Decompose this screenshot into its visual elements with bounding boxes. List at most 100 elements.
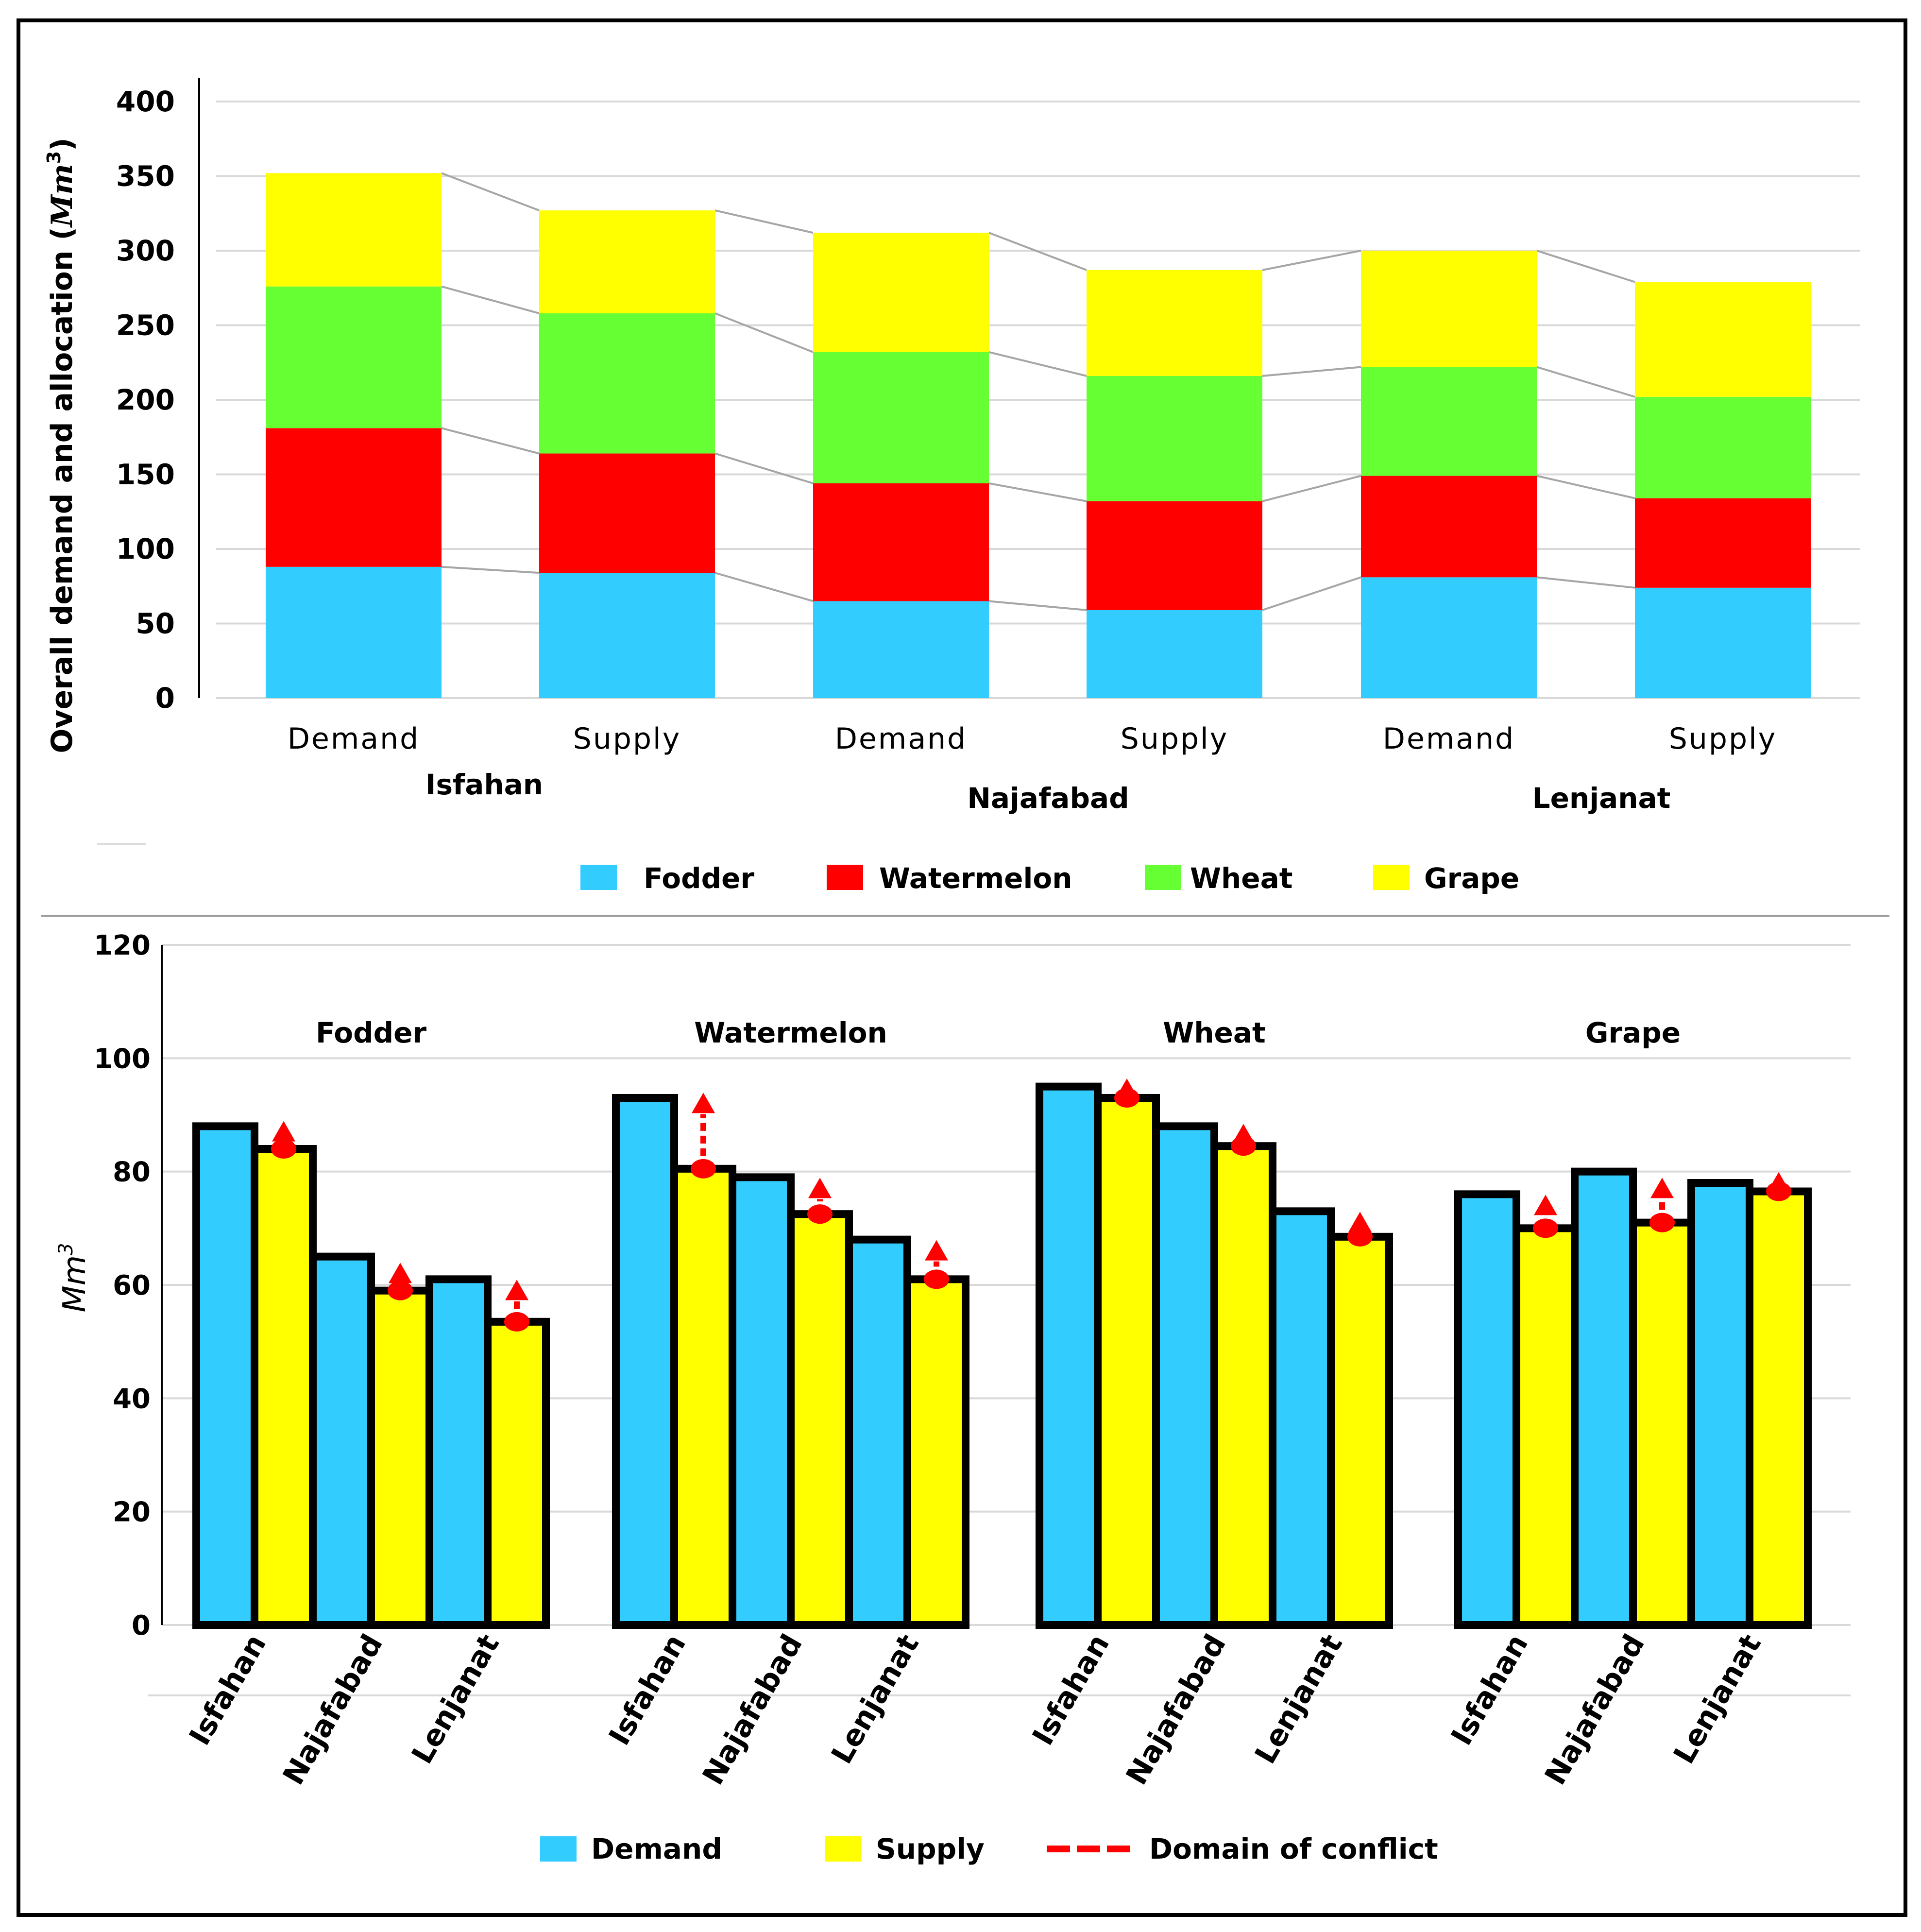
region-label-lenjanat: Lenjanat — [1532, 782, 1671, 815]
stacked-demand-supply-chart: 0 50 100 150 200 250 300 350 400 Overall demand … — [43, 78, 1860, 895]
demand-bar-wheat-najafabad — [1152, 1122, 1218, 1629]
legend-swatch-demand — [540, 1836, 577, 1862]
legend-swatch-supply — [825, 1836, 861, 1862]
conflict-dot-fodder-najafabad — [388, 1281, 413, 1300]
supply-bar-wheat-lenjanat — [1327, 1232, 1393, 1629]
conflict-dot-wheat-lenjanat — [1347, 1227, 1373, 1247]
top-legend: Fodder Watermelon Wheat Grape — [580, 862, 1519, 895]
top-y-tick-150: 150 — [116, 458, 175, 491]
top-y-tick-350: 350 — [116, 160, 175, 193]
conflict-markers — [271, 1078, 1791, 1332]
top-region-labels: Isfahan Najafabad Lenjanat — [425, 768, 1670, 815]
connector-grape-4 — [1536, 250, 1635, 283]
bar-grape-supply-3 — [1087, 270, 1262, 376]
connector-fodder-1 — [714, 572, 814, 602]
conflict-dot-watermelon-isfahan — [691, 1159, 716, 1179]
connector-grape-3 — [1262, 250, 1361, 271]
legend-swatch-grape — [1373, 865, 1410, 890]
bar-fodder-supply-3 — [1087, 610, 1262, 698]
top-y-tick-300: 300 — [116, 234, 175, 267]
conflict-arrow-grape-isfahan — [1534, 1195, 1557, 1215]
region-label-isfahan: Isfahan — [425, 768, 543, 801]
bottom-y-tick-60: 60 — [113, 1270, 151, 1301]
top-y-tick-200: 200 — [116, 383, 175, 416]
connector-watermelon-2 — [988, 482, 1087, 502]
top-y-tick-400: 400 — [116, 85, 175, 118]
legend-label-fodder: Fodder — [644, 862, 754, 895]
top-stacked-bars — [266, 173, 1811, 698]
bottom-y-tick-0: 0 — [132, 1610, 151, 1641]
connector-wheat-0 — [441, 285, 540, 314]
bar-watermelon-demand-2 — [813, 483, 989, 601]
top-x-label-4: Demand — [1383, 722, 1515, 756]
panel-title-grape: Grape — [1585, 1016, 1681, 1049]
panel-title-watermelon: Watermelon — [694, 1016, 887, 1049]
top-y-axis-label: Overall demand and allocation (Mm3) — [43, 137, 79, 753]
bar-wheat-supply-5 — [1635, 396, 1811, 498]
supply-bar-wheat-isfahan — [1094, 1094, 1160, 1629]
conflict-arrow-watermelon-isfahan — [692, 1093, 715, 1113]
top-y-tick-50: 50 — [136, 607, 175, 640]
bottom-bars — [192, 1082, 1812, 1629]
top-x-label-3: Supply — [1121, 722, 1228, 756]
bar-wheat-demand-2 — [813, 352, 989, 483]
demand-bar-fodder-isfahan — [192, 1122, 258, 1629]
bar-watermelon-supply-3 — [1087, 501, 1262, 610]
bar-watermelon-demand-0 — [266, 428, 442, 567]
top-connector-lines — [441, 172, 1635, 611]
connector-grape-2 — [988, 232, 1087, 271]
conflict-arrow-grape-najafabad — [1650, 1178, 1674, 1198]
bottom-y-tick-20: 20 — [113, 1497, 151, 1528]
bottom-y-tick-100: 100 — [94, 1043, 151, 1075]
connector-wheat-2 — [988, 351, 1087, 377]
connector-watermelon-4 — [1536, 475, 1635, 499]
legend-swatch-watermelon — [827, 865, 863, 890]
bottom-y-tick-120: 120 — [94, 930, 151, 961]
supply-bar-wheat-najafabad — [1210, 1142, 1276, 1629]
bar-fodder-supply-5 — [1635, 587, 1811, 698]
demand-bar-watermelon-najafabad — [729, 1173, 795, 1629]
supply-bar-fodder-lenjanat — [484, 1317, 550, 1629]
panel-title-wheat: Wheat — [1163, 1016, 1265, 1049]
conflict-dot-watermelon-najafabad — [807, 1204, 833, 1224]
legend-swatch-wheat — [1145, 865, 1181, 890]
demand-bar-watermelon-isfahan — [612, 1094, 678, 1629]
top-x-label-5: Supply — [1669, 722, 1777, 756]
legend-label-conflict: Domain of conflict — [1149, 1832, 1438, 1865]
demand-bar-grape-najafabad — [1571, 1167, 1637, 1629]
conflict-dot-fodder-isfahan — [271, 1139, 296, 1159]
demand-bar-wheat-lenjanat — [1269, 1207, 1335, 1629]
bottom-y-tick-40: 40 — [113, 1383, 151, 1415]
panel-title-fodder: Fodder — [316, 1016, 426, 1049]
connector-wheat-3 — [1262, 366, 1361, 377]
connector-wheat-4 — [1536, 366, 1635, 398]
demand-bar-fodder-lenjanat — [425, 1275, 492, 1629]
bar-grape-demand-0 — [266, 173, 442, 287]
conflict-dot-wheat-najafabad — [1231, 1136, 1256, 1156]
top-x-label-0: Demand — [288, 722, 420, 756]
top-y-tick-labels: 0 50 100 150 200 250 300 350 400 — [116, 85, 175, 715]
connector-wheat-1 — [714, 312, 814, 353]
bottom-y-tick-labels: 0 20 40 60 80 100 120 — [94, 930, 151, 1641]
conflict-arrow-fodder-lenjanat — [505, 1280, 528, 1300]
conflict-arrow-fodder-najafabad — [389, 1263, 412, 1283]
conflict-arrow-fodder-isfahan — [272, 1121, 295, 1142]
bar-wheat-supply-1 — [539, 313, 715, 454]
supply-bar-grape-isfahan — [1513, 1224, 1579, 1629]
legend-label-grape: Grape — [1424, 862, 1519, 895]
bar-watermelon-demand-4 — [1361, 476, 1537, 578]
top-x-label-2: Demand — [835, 722, 967, 756]
region-label-najafabad: Najafabad — [967, 782, 1129, 815]
bar-fodder-supply-1 — [539, 573, 715, 698]
supply-bar-watermelon-najafabad — [787, 1210, 853, 1629]
bar-fodder-demand-4 — [1361, 577, 1537, 698]
supply-bar-fodder-isfahan — [251, 1145, 317, 1629]
bar-wheat-supply-3 — [1087, 376, 1262, 501]
bar-fodder-demand-2 — [813, 601, 989, 698]
bar-watermelon-supply-5 — [1635, 498, 1811, 588]
bar-wheat-demand-4 — [1361, 367, 1537, 476]
supply-bar-fodder-najafabad — [367, 1286, 433, 1629]
bar-wheat-demand-0 — [266, 286, 442, 428]
legend-label-watermelon: Watermelon — [879, 862, 1072, 895]
